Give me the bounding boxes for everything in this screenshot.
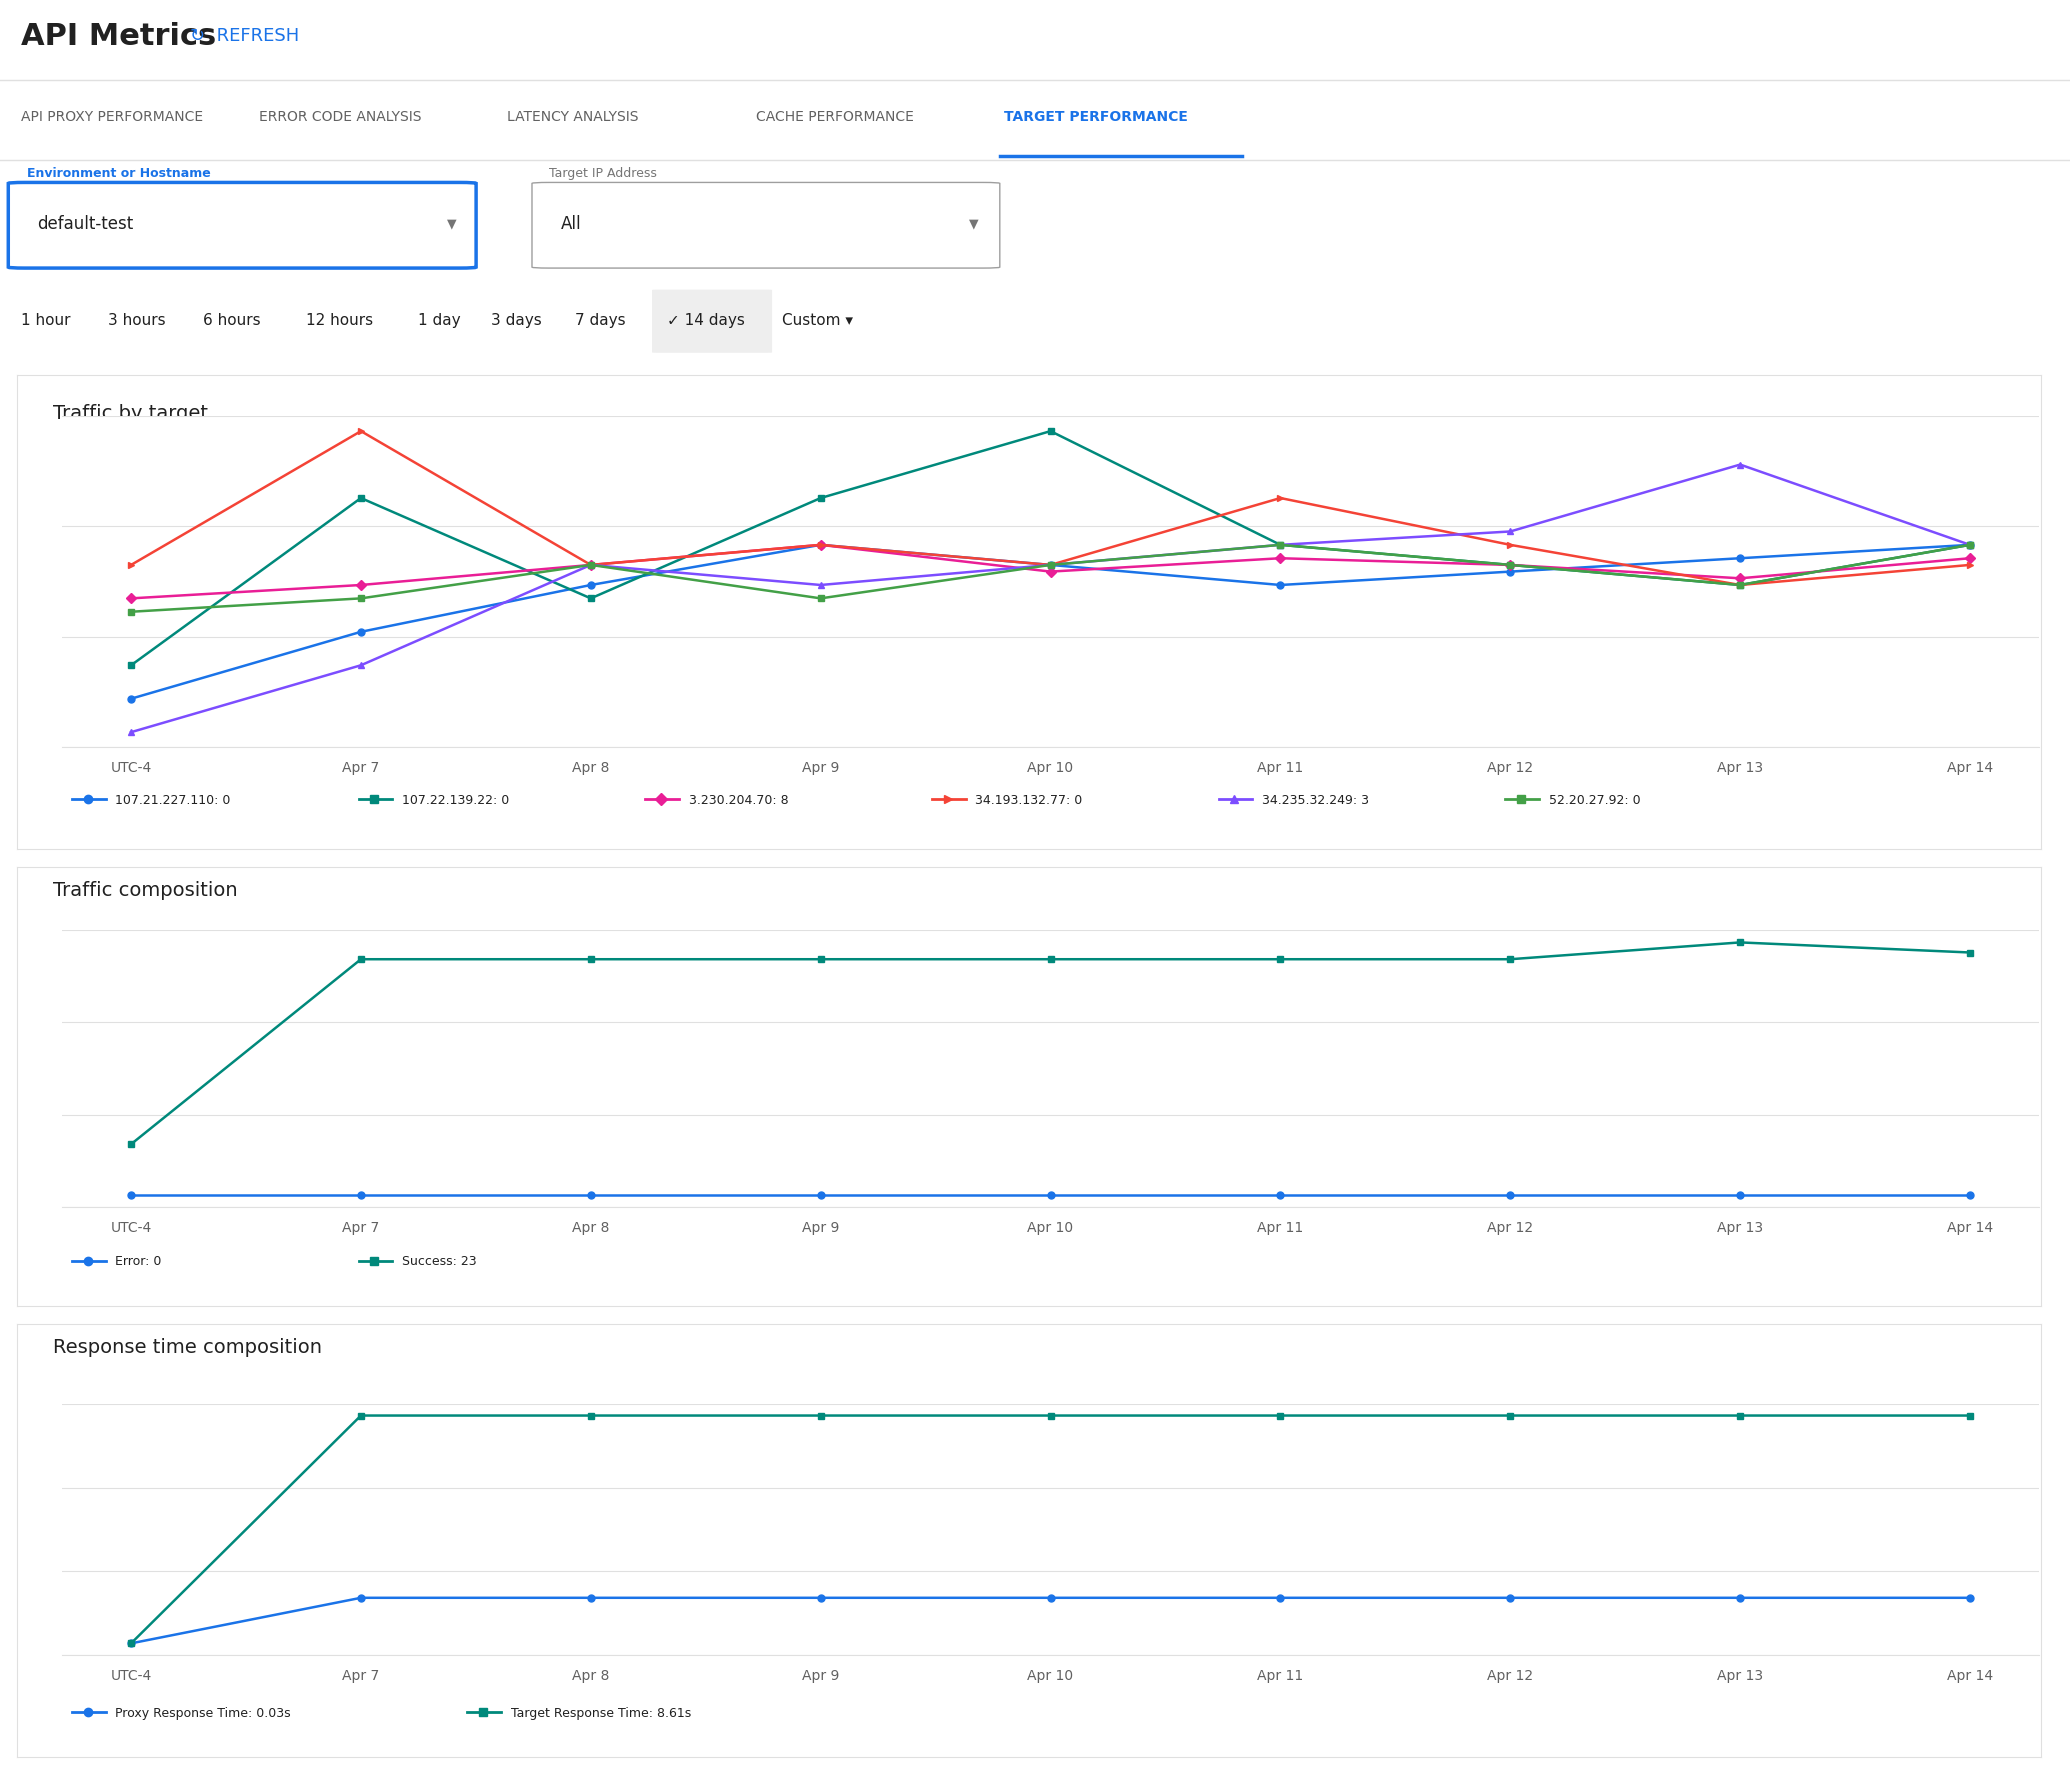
Text: 52.20.27.92: 0: 52.20.27.92: 0 bbox=[1548, 793, 1639, 807]
Text: 107.22.139.22: 0: 107.22.139.22: 0 bbox=[402, 793, 509, 807]
Text: Response time composition: Response time composition bbox=[54, 1336, 323, 1356]
Text: Success: 23: Success: 23 bbox=[402, 1254, 476, 1268]
Text: Traffic composition: Traffic composition bbox=[54, 880, 238, 900]
Text: default-test: default-test bbox=[37, 215, 132, 233]
FancyBboxPatch shape bbox=[532, 182, 1000, 268]
Text: Target Response Time: 8.61s: Target Response Time: 8.61s bbox=[511, 1705, 691, 1719]
Text: 34.193.132.77: 0: 34.193.132.77: 0 bbox=[975, 793, 1083, 807]
Text: Target IP Address: Target IP Address bbox=[549, 166, 656, 181]
Text: 3 days: 3 days bbox=[491, 313, 542, 327]
FancyBboxPatch shape bbox=[8, 182, 476, 268]
Text: ▼: ▼ bbox=[447, 216, 457, 231]
Text: 107.21.227.110: 0: 107.21.227.110: 0 bbox=[116, 793, 232, 807]
Text: ✓ 14 days: ✓ 14 days bbox=[667, 313, 745, 327]
Text: API PROXY PERFORMANCE: API PROXY PERFORMANCE bbox=[21, 109, 203, 123]
Text: Traffic by target: Traffic by target bbox=[54, 404, 207, 424]
Text: CACHE PERFORMANCE: CACHE PERFORMANCE bbox=[756, 109, 913, 123]
Text: 3 hours: 3 hours bbox=[108, 313, 166, 327]
Text: 1 hour: 1 hour bbox=[21, 313, 70, 327]
Text: 3.230.204.70: 8: 3.230.204.70: 8 bbox=[689, 793, 789, 807]
Text: 7 days: 7 days bbox=[575, 313, 625, 327]
FancyBboxPatch shape bbox=[652, 290, 772, 354]
Text: Custom ▾: Custom ▾ bbox=[782, 313, 853, 327]
Text: 6 hours: 6 hours bbox=[203, 313, 261, 327]
Text: 1 day: 1 day bbox=[418, 313, 462, 327]
Text: ERROR CODE ANALYSIS: ERROR CODE ANALYSIS bbox=[259, 109, 422, 123]
Text: 12 hours: 12 hours bbox=[306, 313, 373, 327]
Text: ▼: ▼ bbox=[969, 216, 979, 231]
Text: 34.235.32.249: 3: 34.235.32.249: 3 bbox=[1263, 793, 1368, 807]
Text: All: All bbox=[561, 215, 582, 233]
Text: LATENCY ANALYSIS: LATENCY ANALYSIS bbox=[507, 109, 640, 123]
Text: TARGET PERFORMANCE: TARGET PERFORMANCE bbox=[1004, 109, 1188, 123]
Text: Environment or Hostname: Environment or Hostname bbox=[27, 166, 211, 181]
Text: ↻  REFRESH: ↻ REFRESH bbox=[190, 27, 300, 45]
Text: Error: 0: Error: 0 bbox=[116, 1254, 161, 1268]
Text: API Metrics: API Metrics bbox=[21, 21, 215, 50]
Text: Proxy Response Time: 0.03s: Proxy Response Time: 0.03s bbox=[116, 1705, 292, 1719]
